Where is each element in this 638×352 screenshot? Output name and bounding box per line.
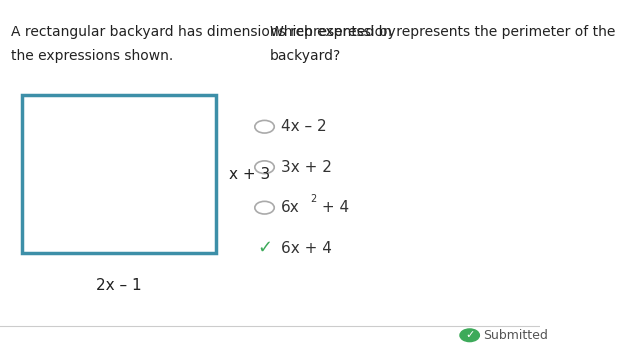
Circle shape [460, 329, 479, 341]
Text: A rectangular backyard has dimensions represented by: A rectangular backyard has dimensions re… [11, 25, 396, 39]
Text: 4x – 2: 4x – 2 [281, 119, 327, 134]
Text: x + 3: x + 3 [230, 167, 271, 182]
Text: ✓: ✓ [465, 330, 475, 340]
FancyBboxPatch shape [22, 95, 216, 253]
Text: 6x: 6x [281, 200, 299, 215]
Text: 2: 2 [311, 194, 316, 204]
Text: 6x + 4: 6x + 4 [281, 241, 332, 256]
Text: ✓: ✓ [257, 239, 272, 257]
Text: 2x – 1: 2x – 1 [96, 278, 142, 293]
Text: the expressions shown.: the expressions shown. [11, 49, 173, 63]
Text: Submitted: Submitted [483, 329, 548, 342]
Text: backyard?: backyard? [270, 49, 341, 63]
Text: 3x + 2: 3x + 2 [281, 160, 332, 175]
Text: + 4: + 4 [318, 200, 350, 215]
Text: Which expression represents the perimeter of the: Which expression represents the perimete… [270, 25, 615, 39]
